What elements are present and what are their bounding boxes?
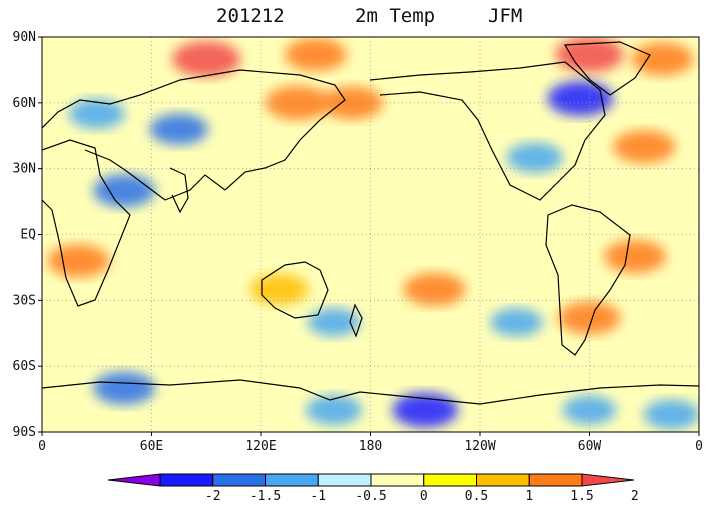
lat-label: EQ: [20, 228, 36, 243]
coast-north-america: [369, 61, 606, 201]
anomaly-blob: [555, 37, 624, 73]
title-date: 201212: [216, 5, 285, 27]
colorbar-min-triangle: [107, 473, 161, 487]
map-gridlines: [42, 37, 699, 432]
lon-label: 0: [695, 439, 703, 454]
anomaly-blob: [284, 38, 347, 72]
lon-label: 180: [359, 439, 382, 454]
lon-label: 120W: [464, 439, 495, 454]
lon-label: 60E: [140, 439, 163, 454]
colorbar-label: -1: [310, 489, 326, 504]
colorbar-swatch: [159, 473, 214, 487]
lat-label: 30N: [13, 162, 36, 177]
coast-antarctica: [42, 379, 699, 405]
coast-australia: [261, 261, 329, 319]
anomaly-blob: [306, 395, 362, 426]
lat-label: 60N: [13, 96, 36, 111]
lat-label: 90N: [13, 30, 36, 45]
colorbar-label: 1.5: [570, 489, 593, 504]
anomaly-blob: [547, 81, 614, 116]
colorbar-swatch: [528, 473, 583, 487]
anomaly-blob: [265, 85, 330, 120]
colorbar-label: -1.5: [250, 489, 281, 504]
anomaly-blob: [613, 130, 676, 164]
anomaly-blob: [93, 371, 156, 405]
anomaly-blob: [490, 308, 543, 337]
coast-europe-asia: [42, 69, 346, 201]
coast-south-america: [545, 204, 631, 356]
colorbar-label: 1: [525, 489, 533, 504]
longitude-axis-labels: 0 60E 120E 180 120W 60W 0: [38, 432, 703, 454]
anomaly-blob: [403, 272, 466, 306]
lat-label: 90S: [13, 425, 36, 440]
colorbar-swatch: [265, 473, 319, 487]
lon-label: 120E: [245, 439, 276, 454]
lat-label: 60S: [13, 359, 36, 374]
anomaly-field: [47, 37, 699, 430]
title-variable: 2m Temp: [355, 5, 436, 27]
colorbar-swatch: [212, 473, 266, 487]
title-season: JFM: [488, 5, 523, 27]
colorbar-swatch: [423, 473, 477, 487]
lat-label: 30S: [13, 293, 36, 308]
latitude-axis-labels: 90N 60N 30N EQ 30S 60S 90S: [13, 30, 42, 440]
anomaly-blob: [643, 399, 699, 430]
lon-label: 0: [38, 439, 46, 454]
anomaly-blob: [321, 86, 384, 120]
colorbar-label: -0.5: [355, 489, 386, 504]
anomaly-blob: [506, 142, 563, 173]
anomaly-blob: [172, 40, 241, 77]
anomaly-blob: [307, 308, 361, 337]
colorbar-label: 0: [420, 489, 428, 504]
lon-label: 60W: [578, 439, 602, 454]
colorbar-label: 2: [631, 489, 639, 504]
coast-new-zealand: [349, 303, 363, 338]
coast-africa: [42, 139, 131, 307]
coast-india: [169, 167, 189, 214]
anomaly-blob: [604, 239, 667, 273]
colorbar-label: 0.5: [465, 489, 488, 504]
colorbar: -2 -1.5 -1 -0.5 0 0.5 1 1.5 2: [107, 473, 639, 504]
colorbar-swatch: [317, 473, 372, 487]
colorbar-label: -2: [205, 489, 221, 504]
anomaly-blob: [631, 42, 694, 76]
anomaly-blob: [47, 244, 110, 278]
colorbar-swatch: [370, 473, 425, 487]
anomaly-blob: [562, 395, 617, 425]
anomaly-blob: [392, 392, 459, 428]
anomaly-blob: [93, 174, 156, 208]
colorbar-max-triangle: [581, 473, 635, 487]
anomaly-blob: [68, 98, 125, 129]
colorbar-swatch: [476, 473, 530, 487]
coastlines: [42, 41, 699, 405]
coast-greenland: [563, 41, 651, 96]
anomaly-blob: [149, 113, 209, 145]
